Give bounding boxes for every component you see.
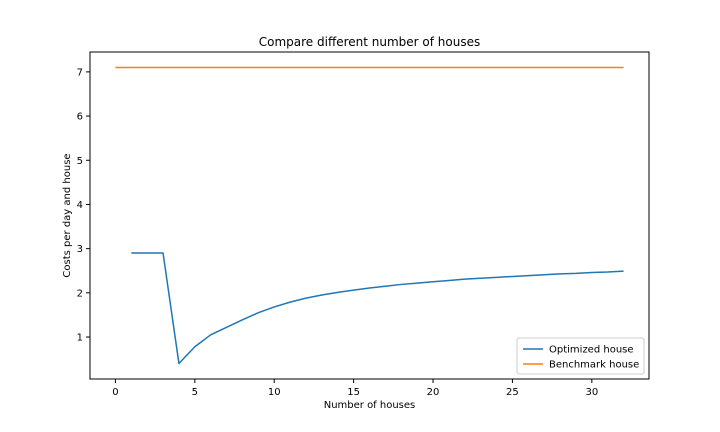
y-tick-label: 1 <box>77 333 83 344</box>
plot-area-frame <box>89 51 650 380</box>
x-tick-label: 10 <box>268 387 281 398</box>
y-tick-label: 5 <box>77 156 83 167</box>
x-tick-label: 5 <box>192 387 198 398</box>
y-tick-label: 4 <box>77 200 83 211</box>
x-axis-label: Number of houses <box>324 400 416 411</box>
axis-ticks: 0 5 10 15 20 25 30 1 2 3 4 5 6 7 <box>77 67 599 398</box>
x-tick-label: 0 <box>112 387 118 398</box>
x-tick-label: 15 <box>347 387 360 398</box>
x-tick-label: 30 <box>585 387 598 398</box>
y-axis-label: Costs per day and house <box>62 153 73 277</box>
legend-box <box>516 337 645 375</box>
x-tick-label: 20 <box>427 387 440 398</box>
legend-label: Optimized house <box>549 345 634 356</box>
y-tick-label: 3 <box>77 244 83 255</box>
y-tick-label: 7 <box>77 67 83 78</box>
y-tick-label: 2 <box>77 288 83 299</box>
x-tick-label: 25 <box>506 387 519 398</box>
chart-title: Compare different number of houses <box>259 35 481 49</box>
series-line-optimized-house <box>131 252 624 365</box>
y-tick-label: 6 <box>77 112 83 123</box>
legend-label: Benchmark house <box>549 360 639 371</box>
series-layer <box>115 66 624 365</box>
legend: Optimized house Benchmark house <box>516 337 645 375</box>
